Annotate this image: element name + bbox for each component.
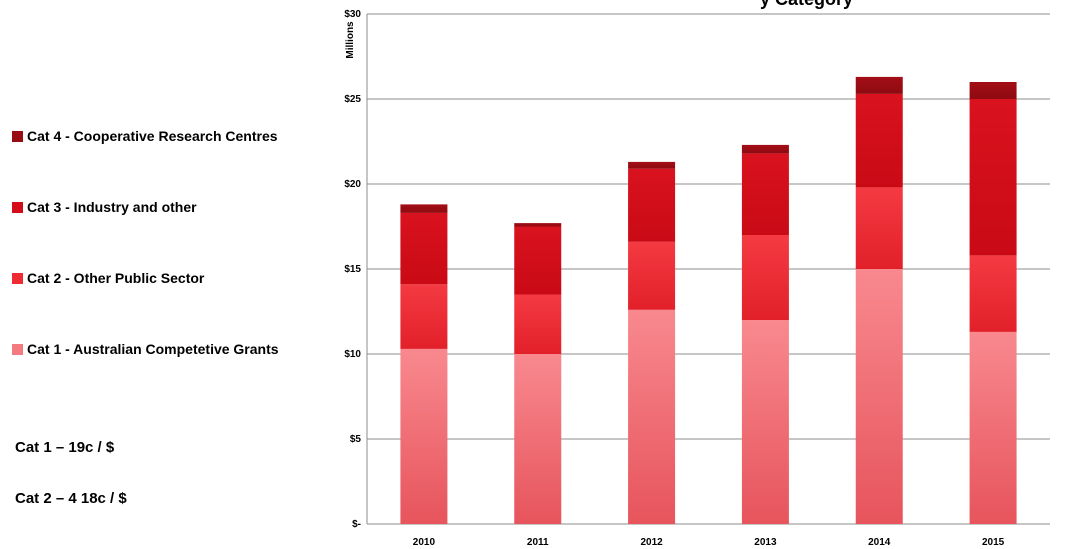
bar-2011-cat4 — [514, 223, 562, 227]
legend-swatch-cat1 — [12, 343, 23, 355]
y-axis-label: Millions — [345, 21, 356, 59]
legend-item-cat3: Cat 3 - Industry and other — [12, 199, 197, 215]
legend-label-cat3: Cat 3 - Industry and other — [27, 199, 197, 215]
x-tick-label: 2015 — [982, 537, 1005, 548]
legend-swatch-cat3 — [12, 201, 23, 213]
legend-item-cat1: Cat 1 - Australian Competetive Grants — [12, 341, 279, 357]
bar-2015-cat2 — [969, 255, 1017, 332]
legend-swatch-cat4 — [12, 130, 23, 142]
bar-2011-cat2 — [514, 294, 562, 354]
bar-2010-cat1 — [400, 348, 448, 524]
x-tick-label: 2011 — [527, 537, 549, 548]
bar-2013-cat3 — [741, 153, 789, 235]
bar-2010-cat2 — [400, 284, 448, 349]
legend-label-cat4: Cat 4 - Cooperative Research Centres — [27, 128, 278, 144]
bar-2012-cat4 — [628, 161, 676, 169]
note-cat1: Cat 1 – 19c / $ — [15, 439, 115, 456]
legend-label-cat1: Cat 1 - Australian Competetive Grants — [27, 341, 279, 357]
bar-2014-cat1 — [855, 269, 903, 524]
x-tick-label: 2010 — [413, 537, 436, 548]
x-tick-label: 2012 — [640, 537, 663, 548]
bar-2011-cat1 — [514, 354, 562, 524]
x-tick-label: 2014 — [868, 537, 891, 548]
bar-2010-cat4 — [400, 204, 448, 213]
note-cat2: Cat 2 – 4 18c / $ — [15, 490, 127, 507]
bar-2011-cat3 — [514, 226, 562, 295]
bar-2014-cat4 — [855, 76, 903, 94]
bar-2012-cat2 — [628, 241, 676, 310]
bar-2015-cat1 — [969, 331, 1017, 524]
y-tick-label: $30 — [344, 9, 361, 20]
bars — [400, 76, 1017, 524]
y-tick-label: $- — [352, 519, 361, 530]
bar-2013-cat2 — [741, 235, 789, 320]
bar-2013-cat4 — [741, 144, 789, 154]
chart-title: y Category — [760, 0, 1060, 9]
y-tick-label: $10 — [344, 349, 361, 360]
bar-2012-cat1 — [628, 309, 676, 524]
bar-2015-cat4 — [969, 82, 1017, 99]
y-tick-label: $5 — [350, 434, 362, 445]
y-tick-label: $25 — [344, 94, 361, 105]
bar-2010-cat3 — [400, 212, 448, 285]
y-tick-label: $15 — [344, 264, 361, 275]
bar-2015-cat3 — [969, 99, 1017, 256]
bar-2012-cat3 — [628, 168, 676, 242]
y-tick-label: $20 — [344, 179, 361, 190]
axis-labels: $- $5 $10 $15 $20 $25 $30 2010 2011 2012 2013 2014 2… — [344, 9, 1004, 548]
legend-label-cat2: Cat 2 - Other Public Sector — [27, 270, 205, 286]
legend-item-cat2: Cat 2 - Other Public Sector — [12, 270, 204, 286]
legend-swatch-cat2 — [12, 272, 23, 284]
bar-2014-cat3 — [855, 93, 903, 188]
x-tick-label: 2013 — [754, 537, 777, 548]
gridlines — [366, 13, 1050, 525]
bar-2014-cat2 — [855, 187, 903, 269]
bar-2013-cat1 — [741, 320, 789, 524]
legend-item-cat4: Cat 4 - Cooperative Research Centres — [12, 128, 278, 144]
